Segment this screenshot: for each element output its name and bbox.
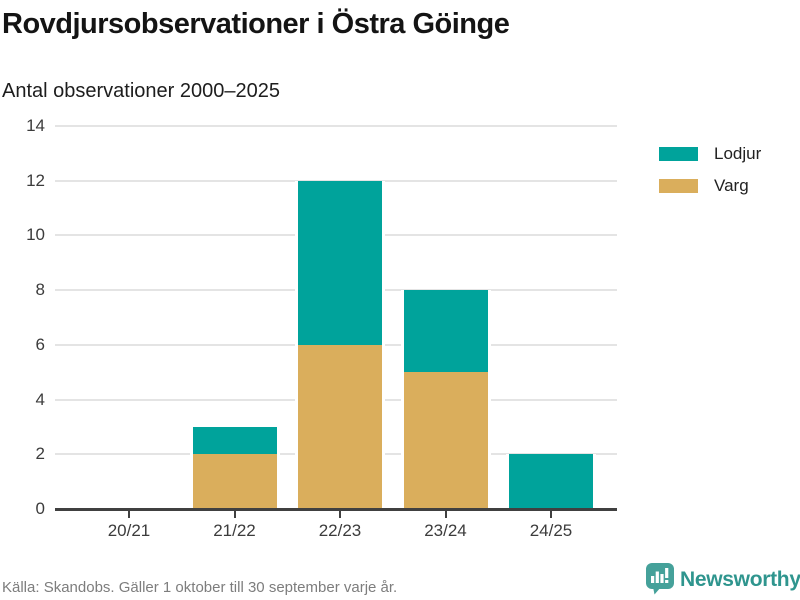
bar-21-22	[189, 426, 280, 509]
chart-subtitle: Antal observationer 2000–2025	[2, 80, 280, 102]
legend-item-varg: Varg	[659, 176, 761, 196]
x-axis-tick	[128, 511, 130, 518]
bar-segment-lodjur	[509, 454, 593, 509]
newsworthy-logo: Newsworthy	[645, 562, 800, 595]
y-axis-tick-label: 2	[35, 444, 45, 464]
y-axis-tick-label: 8	[35, 280, 45, 300]
legend-item-lodjur: Lodjur	[659, 144, 761, 164]
newsworthy-wordmark: Newsworthy	[680, 567, 800, 591]
legend-swatch-varg	[659, 179, 698, 193]
bar-22-23	[295, 180, 385, 509]
bar-segment-lodjur	[298, 180, 382, 345]
bar-segment-varg	[298, 344, 382, 509]
x-axis-tick-label: 20/21	[107, 521, 151, 540]
gridline-y14	[55, 125, 617, 127]
newsworthy-logo-icon	[646, 563, 674, 595]
y-axis-tick-label: 10	[26, 225, 45, 245]
x-axis-line	[55, 508, 617, 511]
bar-segment-lodjur	[403, 290, 488, 373]
bar-segment-varg	[403, 372, 488, 509]
y-axis-tick-label: 6	[35, 334, 45, 354]
x-axis-tick	[444, 511, 447, 518]
x-axis-tick-label: 22/23	[318, 521, 362, 540]
legend-label: Varg	[714, 176, 749, 195]
bar-segment-varg	[192, 454, 277, 509]
y-axis-tick-label: 0	[35, 499, 45, 518]
bar-23-24	[400, 290, 491, 509]
chart-legend: Lodjur Varg	[659, 144, 761, 208]
x-axis-tick-label: 24/25	[529, 521, 573, 540]
y-axis-tick-label: 14	[26, 116, 45, 135]
x-axis-tick	[550, 511, 552, 518]
source-note: Källa: Skandobs. Gäller 1 oktober till 3…	[2, 579, 398, 596]
x-axis-tick-label: 21/22	[213, 521, 256, 540]
page-title: Rovdjursobservationer i Östra Göinge	[2, 8, 510, 40]
y-axis-tick-label: 12	[26, 170, 45, 190]
x-axis-tick	[233, 511, 236, 518]
bar-segment-lodjur	[192, 426, 277, 455]
x-axis-tick-label: 23/24	[424, 521, 467, 540]
x-axis-tick	[339, 511, 341, 518]
legend-label: Lodjur	[714, 144, 762, 163]
bar-24-25	[506, 454, 596, 509]
legend-swatch-lodjur	[659, 147, 698, 161]
y-axis-tick-label: 4	[35, 389, 45, 409]
